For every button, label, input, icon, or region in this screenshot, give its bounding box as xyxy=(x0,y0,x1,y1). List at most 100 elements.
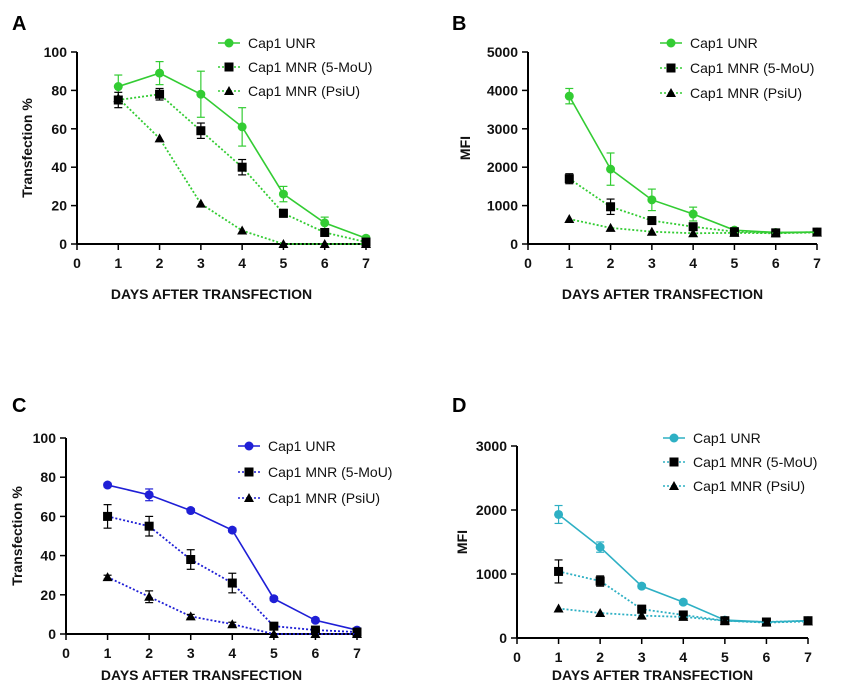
data-point xyxy=(605,222,616,232)
x-tick-label: 0 xyxy=(524,255,532,271)
data-point xyxy=(195,198,206,208)
legend-marker xyxy=(244,467,254,477)
legend-label: Cap1 UNR xyxy=(690,35,758,51)
data-point xyxy=(269,621,279,631)
data-point xyxy=(688,222,698,232)
data-point xyxy=(761,617,772,627)
data-point xyxy=(637,604,647,614)
x-tick-label: 5 xyxy=(270,645,278,661)
data-point xyxy=(320,227,330,237)
data-point xyxy=(185,611,196,621)
y-tick-label: 60 xyxy=(51,121,67,137)
data-point xyxy=(237,122,247,132)
y-tick-label: 3000 xyxy=(487,121,518,137)
y-axis-title: Transfection % xyxy=(9,486,25,586)
series-cap1-mnr-psiu xyxy=(113,93,371,248)
x-tick-label: 1 xyxy=(114,255,122,271)
legend: Cap1 UNR Cap1 MNR (5-MoU) Cap1 MNR (PsiU) xyxy=(663,430,817,494)
legend-item-cap1-unr: Cap1 UNR xyxy=(660,35,758,51)
chart-panel-d: D 0 1 2 3 4 5 6 7 0 1000 2000 3000 DAYS AFTER TRANSFE… xyxy=(452,395,817,683)
data-point xyxy=(310,629,321,638)
x-tick-label: 1 xyxy=(555,649,563,665)
legend-label: Cap1 MNR (5-MoU) xyxy=(268,464,392,480)
x-axis-title: DAYS AFTER TRANSFECTION xyxy=(111,286,312,302)
y-tick-label: 100 xyxy=(33,430,57,446)
legend-marker xyxy=(224,86,234,95)
legend-label: Cap1 MNR (PsiU) xyxy=(693,478,805,494)
data-point xyxy=(646,226,657,236)
data-point xyxy=(554,509,564,519)
legend-label: Cap1 MNR (PsiU) xyxy=(248,83,360,99)
series-cap1-mnr-psiu xyxy=(553,603,813,627)
x-tick-label: 3 xyxy=(197,255,205,271)
series-cap1-mnr-5-mou xyxy=(564,173,822,238)
series-cap1-mnr-5-mou xyxy=(103,504,362,637)
y-tick-label: 0 xyxy=(510,236,518,252)
data-point xyxy=(352,629,362,638)
data-point xyxy=(595,576,605,586)
legend-item-cap1-unr: Cap1 UNR xyxy=(218,35,316,51)
legend-marker xyxy=(244,441,254,451)
legend: Cap1 UNR Cap1 MNR (5-MoU) Cap1 MNR (PsiU) xyxy=(660,35,814,101)
x-tick-label: 2 xyxy=(156,255,164,271)
data-point xyxy=(595,608,606,618)
data-point xyxy=(361,239,371,248)
data-point xyxy=(678,611,689,621)
legend-marker xyxy=(224,38,234,48)
data-point xyxy=(647,195,657,205)
series-cap1-mnr-psiu xyxy=(102,572,362,638)
data-point xyxy=(636,610,647,620)
data-point xyxy=(564,91,574,101)
chart-panel-a: A 0 1 2 3 4 5 6 7 0 20 40 60 80 100 DAYS AFTER TRANSFEC… xyxy=(12,13,372,302)
series-cap1-unr xyxy=(554,504,813,627)
legend-item-cap1-mnr-5-mou: Cap1 MNR (5-MoU) xyxy=(660,60,814,76)
y-axis-title: MFI xyxy=(457,136,473,160)
legend-item-cap1-mnr-psiu: Cap1 MNR (PsiU) xyxy=(660,85,802,101)
y-tick-label: 40 xyxy=(51,159,67,175)
data-point xyxy=(269,594,279,604)
data-point xyxy=(770,228,781,238)
data-point xyxy=(268,629,279,638)
data-point xyxy=(688,228,699,238)
x-tick-label: 5 xyxy=(721,649,729,665)
legend-item-cap1-mnr-psiu: Cap1 MNR (PsiU) xyxy=(218,83,360,99)
data-point xyxy=(647,216,657,226)
panel-label: D xyxy=(452,395,466,417)
x-tick-label: 2 xyxy=(607,255,615,271)
legend-label: Cap1 MNR (5-MoU) xyxy=(248,59,372,75)
data-point xyxy=(688,209,698,219)
series-line xyxy=(107,484,358,631)
y-axis-title: MFI xyxy=(454,530,470,554)
legend-item-cap1-unr: Cap1 UNR xyxy=(238,438,336,454)
series-cap1-unr xyxy=(103,480,362,635)
data-point xyxy=(595,542,605,552)
x-tick-label: 1 xyxy=(565,255,573,271)
panel-label: A xyxy=(12,13,26,35)
legend-label: Cap1 MNR (PsiU) xyxy=(690,85,802,101)
data-point xyxy=(155,89,165,99)
y-tick-label: 20 xyxy=(51,198,67,214)
panel-label: B xyxy=(452,13,466,35)
legend-marker xyxy=(224,62,234,72)
panel-label: C xyxy=(12,395,26,417)
data-point xyxy=(186,506,196,516)
legend-marker xyxy=(666,88,676,97)
x-tick-label: 4 xyxy=(228,645,236,661)
y-tick-label: 3000 xyxy=(476,438,507,454)
x-tick-label: 6 xyxy=(772,255,780,271)
data-point xyxy=(102,572,113,582)
y-tick-label: 100 xyxy=(44,44,68,60)
data-point xyxy=(606,202,616,212)
y-tick-label: 0 xyxy=(499,630,507,646)
data-point xyxy=(155,68,165,78)
x-tick-label: 3 xyxy=(187,645,195,661)
x-tick-label: 0 xyxy=(62,645,70,661)
data-point xyxy=(227,525,237,535)
data-point xyxy=(144,521,154,531)
x-tick-label: 4 xyxy=(238,255,246,271)
x-axis-title: DAYS AFTER TRANSFECTION xyxy=(562,286,763,302)
data-point xyxy=(113,93,124,103)
data-point xyxy=(278,239,289,248)
data-point xyxy=(103,480,113,490)
